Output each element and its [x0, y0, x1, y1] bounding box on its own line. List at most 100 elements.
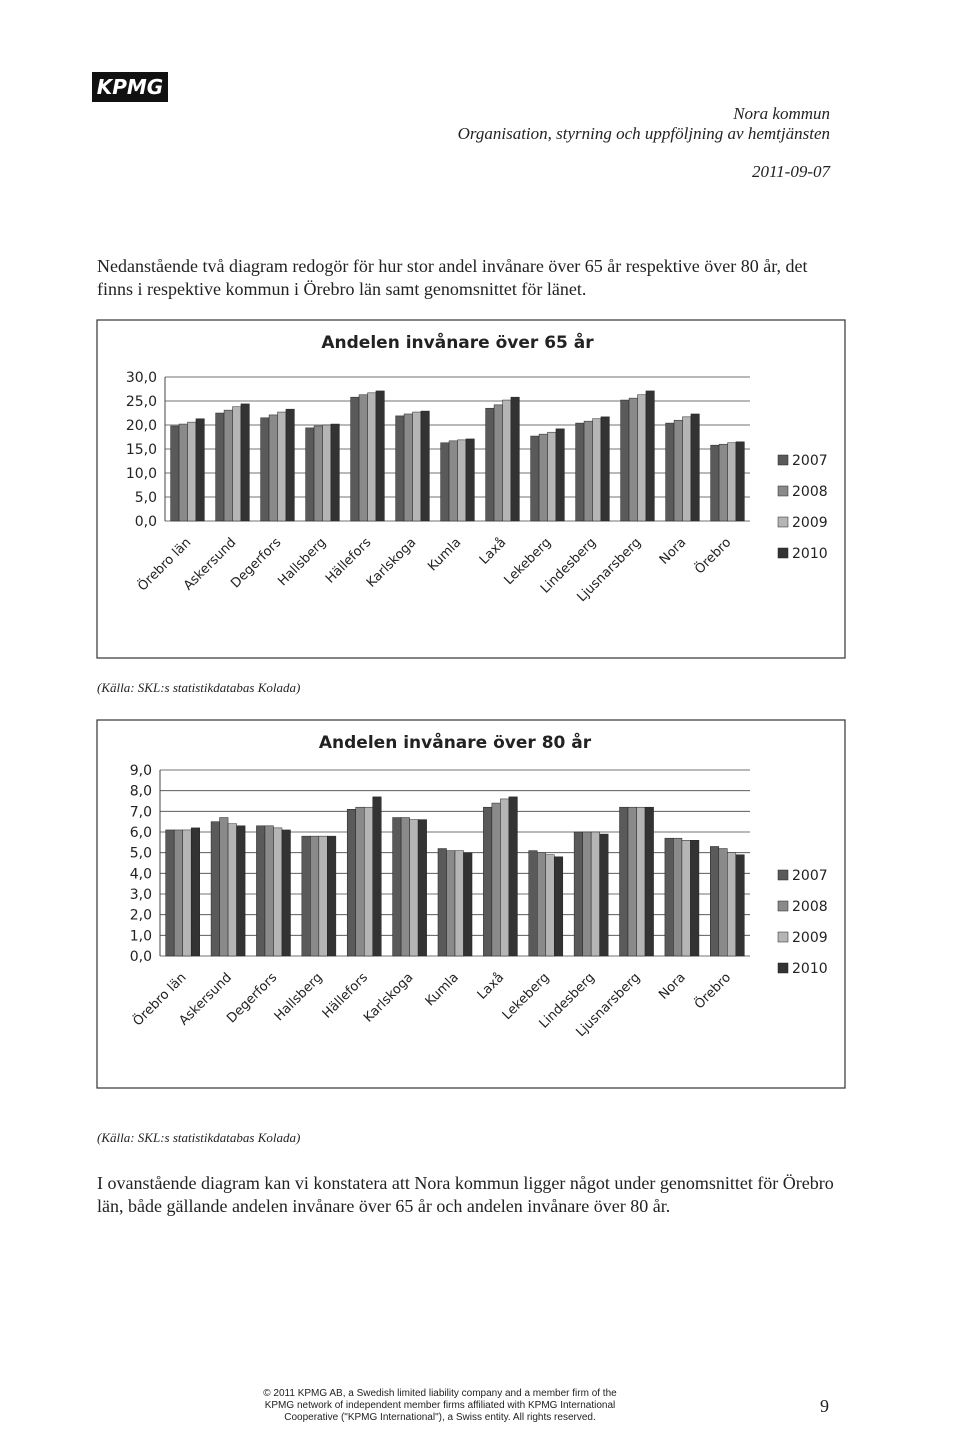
bar	[547, 431, 557, 522]
bar	[530, 435, 540, 522]
y-tick-label: 15,0	[126, 442, 157, 458]
bar	[187, 421, 197, 522]
bar	[358, 394, 368, 522]
bar	[448, 440, 458, 522]
legend-label: 2008	[792, 484, 828, 500]
bar	[322, 424, 332, 522]
bar	[392, 817, 402, 957]
bar	[528, 850, 538, 957]
y-tick-label: 9,0	[130, 763, 152, 779]
y-tick-label: 7,0	[130, 804, 152, 820]
bar	[627, 806, 637, 957]
bar	[582, 831, 592, 957]
legend-label: 2008	[792, 899, 828, 915]
y-tick-label: 5,0	[135, 490, 157, 506]
legend-swatch	[777, 900, 789, 912]
bar	[273, 827, 283, 957]
legend-swatch	[777, 869, 789, 881]
chart-frame	[96, 719, 846, 1089]
bar	[483, 806, 493, 957]
x-tick-label: Nora	[656, 970, 689, 1003]
bar	[463, 852, 473, 957]
x-tick-label: Degerfors	[224, 970, 280, 1026]
source-note: (Källa: SKL:s statistikdatabas Kolada)	[97, 1130, 301, 1145]
bar	[409, 819, 419, 957]
bar	[330, 423, 340, 522]
bar	[681, 840, 691, 957]
footer-line: © 2011 KPMG AB, a Swedish limited liabil…	[263, 1388, 617, 1399]
bar	[346, 809, 356, 957]
date: 2011-09-07	[751, 162, 830, 181]
bar	[236, 825, 246, 957]
bar	[690, 413, 700, 522]
legend-label: 2010	[792, 546, 828, 562]
bar	[457, 439, 467, 522]
bar	[400, 817, 410, 957]
bar	[219, 817, 229, 957]
bar	[165, 829, 175, 957]
y-tick-label: 4,0	[130, 866, 152, 882]
bar	[555, 428, 565, 522]
bar	[465, 438, 475, 522]
bar	[485, 407, 495, 522]
bar	[190, 827, 200, 957]
bar	[664, 837, 674, 957]
page-number: 9	[820, 1396, 829, 1416]
x-tick-label: Laxå	[475, 970, 507, 1002]
bar	[718, 443, 728, 522]
bar	[735, 441, 745, 522]
bar	[600, 416, 610, 522]
y-tick-label: 25,0	[126, 394, 157, 410]
bar	[313, 425, 323, 522]
bar	[538, 433, 548, 522]
bar	[590, 831, 600, 957]
bar	[412, 411, 422, 522]
footer: © 2011 KPMG AB, a Swedish limited liabil…	[240, 1388, 640, 1424]
bar	[718, 848, 728, 957]
bar	[599, 833, 609, 957]
legend-swatch	[777, 485, 789, 497]
y-tick-label: 0,0	[130, 949, 152, 965]
bar	[363, 806, 373, 957]
bar	[673, 837, 683, 957]
y-tick-label: 1,0	[130, 928, 152, 944]
bar	[395, 415, 405, 522]
legend-swatch	[777, 454, 789, 466]
bar	[420, 410, 430, 522]
x-tick-label: Kumla	[423, 970, 462, 1009]
bar	[240, 403, 250, 522]
bar	[170, 425, 180, 522]
bar	[260, 417, 270, 522]
chart-frame	[96, 319, 846, 659]
bar	[710, 846, 720, 957]
bar	[508, 796, 518, 957]
bar	[682, 416, 692, 522]
bar	[454, 850, 464, 957]
bar	[355, 806, 365, 957]
intro-text: Nedanstående två diagram redogör för hur…	[97, 256, 808, 299]
bar	[318, 835, 328, 957]
x-tick-label: Kumla	[425, 535, 464, 574]
bar	[210, 821, 220, 957]
bar	[375, 390, 385, 522]
bar	[285, 408, 295, 522]
bar	[644, 806, 654, 957]
bar	[182, 829, 192, 957]
footer-line: Cooperative ("KPMG International"), a Sw…	[284, 1412, 596, 1423]
bar	[223, 409, 233, 522]
bar	[491, 802, 501, 957]
bar	[215, 412, 225, 522]
bar	[310, 835, 320, 957]
legend-swatch	[777, 547, 789, 559]
report-title: Organisation, styrning och uppföljning a…	[457, 124, 830, 143]
legend-label: 2007	[792, 453, 828, 469]
bar	[573, 831, 583, 957]
bar	[493, 404, 503, 522]
legend-swatch	[777, 516, 789, 528]
chart-title: Andelen invånare över 80 år	[319, 731, 592, 753]
bar	[372, 796, 382, 957]
x-tick-label: Nora	[657, 535, 690, 568]
bar	[232, 406, 242, 522]
bar	[500, 798, 510, 957]
